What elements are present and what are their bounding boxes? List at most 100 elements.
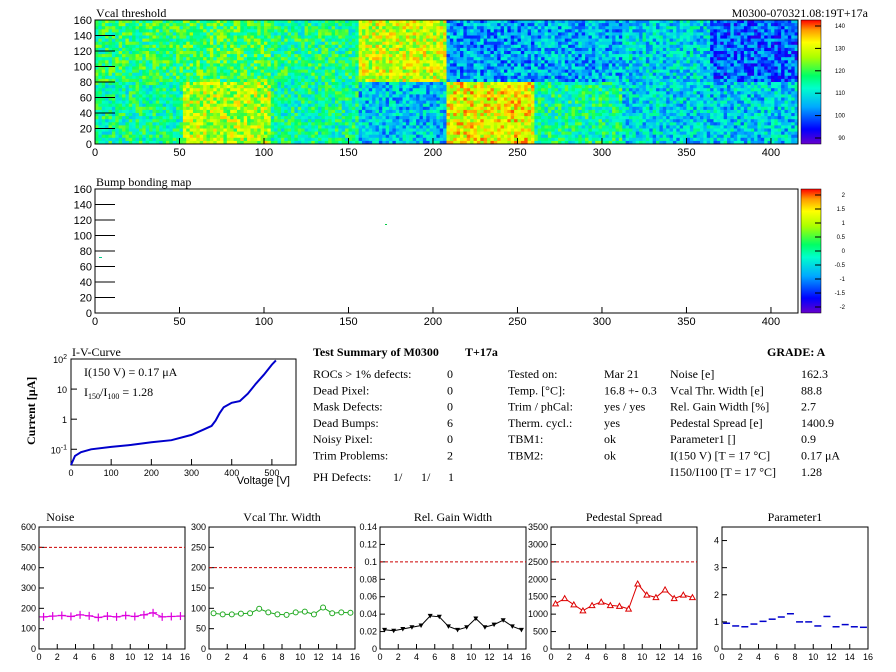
x-tick-label: 2 [396,652,401,662]
summary-value: 0.17 μA [801,449,840,463]
summary-value: 0 [447,400,453,414]
heatmap-cells [95,20,799,145]
y-tick-label: 0 [372,644,377,654]
data-point [176,612,185,621]
data-point [301,608,308,615]
summary-value: yes [604,416,620,430]
summary-value: 0 [447,383,453,397]
summary-label: I150/I100 [T = 17 °C] [670,465,776,479]
data-point [455,627,461,633]
data-point [688,593,697,601]
summary-label: TBM1: [508,432,543,446]
iv-axes: 0 100 200 300 400 500 10-1 1 10 102 [51,354,280,478]
chart-frame [208,526,356,650]
data-point [400,626,406,632]
summary-label: Therm. cycl.: [508,416,572,430]
x-tick-label: 16 [692,652,702,662]
palette-ticks: 90 100 110 120 130 140 [815,24,846,142]
data-point [57,611,66,620]
chart-frame [721,526,869,650]
x-tick-label: 0 [92,147,98,159]
summary-value: 6 [447,416,453,430]
x-tick-label: 4 [585,652,590,662]
x-tick-label: 6 [91,652,96,662]
data-point [634,579,642,587]
y-tick-label: 160 [74,15,92,27]
data-point [66,612,75,621]
x-tick-label: 4 [414,652,419,662]
data-point [103,612,112,621]
x-tick-label: 350 [677,147,695,159]
x-tick-label: 10 [808,652,818,662]
data-point [94,613,103,622]
y-tick-label: 2 [714,590,719,600]
y-tick-label: 300 [21,583,36,593]
iv-note-ratio: I150/I100 = 1.28 [84,385,153,401]
summary-value: 88.8 [801,383,822,397]
y-tick-label: 0 [543,644,548,654]
summary-value: 1400.9 [801,416,834,430]
x-tick-label: 10 [125,652,135,662]
y-tick-label: 0.04 [359,609,377,619]
summary-value: yes / yes [604,400,646,414]
iv-title: I-V-Curve [72,345,121,359]
summary-label: Pedestal Spread [e] [670,416,763,430]
x-tick-label: 14 [845,652,855,662]
chart-vcal-thr-width: Vcal Thr. Width 0 2 4 6 8 10 12 14 16 0 50 100 150 200… [191,510,360,662]
data-point [338,609,345,616]
x-tick-label: 4 [756,652,761,662]
chart-title: Parameter1 [768,510,823,524]
x-tick-label: 10 [466,652,476,662]
data-point [427,613,433,619]
x-tick-label: 2 [225,652,230,662]
y-tick-label: 0.06 [359,592,377,602]
y-tick-label: 250 [191,542,206,552]
y-tick-label: 0.02 [359,627,377,637]
palette-tick-label: 0 [842,249,846,255]
y-tick-label: 3000 [528,539,548,549]
data-point [615,602,624,609]
summary-value: 162.3 [801,367,828,381]
x-tick-label: 100 [255,147,273,159]
summary-label: I(150 V) [T = 17 °C] [670,449,770,463]
data-point [39,612,48,621]
iv-x-tick-label: 500 [264,468,279,478]
chart-noise: Noise 0 2 4 6 8 10 12 14 16 0 100 200 300 400 500 600 [21,510,190,662]
x-tick-label: 100 [255,316,273,328]
summary-label: Temp. [°C]: [508,383,565,397]
data-point [112,612,121,621]
x-tick-label: 12 [313,652,323,662]
x-tick-label: 8 [792,652,797,662]
x-tick-label: 50 [173,316,185,328]
y-tick-label: 200 [191,563,206,573]
y-tick-label: 120 [74,46,92,58]
y-tick-label: 1 [714,617,719,627]
y-tick-label: 60 [80,262,92,274]
chart-frame [38,526,186,650]
y-tick-label: 600 [21,522,36,532]
y-tick-label: 3 [714,563,719,573]
palette-tick-label: 140 [835,24,846,30]
y-tick-label: 0 [31,644,36,654]
palette-tick-label: -0.5 [835,263,846,269]
x-tick-label: 6 [774,652,779,662]
iv-frame [70,358,297,466]
palette-tick-label: 1.5 [837,207,846,213]
heatmap-title: Vcal threshold [96,6,166,20]
summary-label: Noisy Pixel: [313,432,373,446]
y-tick-label: 60 [80,93,92,105]
summary-label: Trim Problems: [313,449,388,463]
x-tick-label: 0 [206,652,211,662]
iv-y-tick-label: 1 [62,415,67,425]
data-point [509,624,515,629]
data-point [588,601,596,609]
y-tick-label: 200 [21,603,36,613]
y-tick-label: 0.14 [359,522,377,532]
iv-x-tick-label: 200 [144,468,159,478]
x-tick-label: 12 [143,652,153,662]
palette-tick-label: 100 [835,114,846,120]
data-point [670,594,678,602]
data-point [167,612,176,621]
data-point [391,628,397,634]
